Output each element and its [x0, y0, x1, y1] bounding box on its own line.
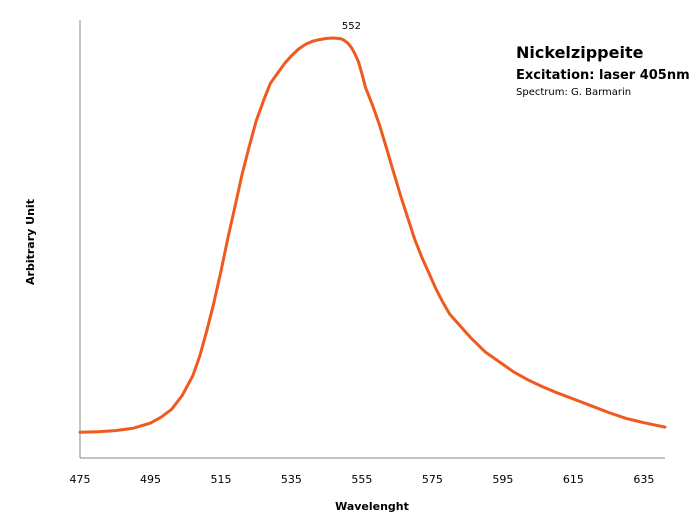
x-tick-label: 615	[563, 473, 584, 486]
y-axis-label: Arbitrary Unit	[24, 199, 37, 285]
x-tick-label: 475	[70, 473, 91, 486]
x-tick-labels: 475 495 515 535 555 575 595 615 635	[70, 473, 655, 486]
x-tick-label: 595	[492, 473, 513, 486]
spectrum-credit: Spectrum: G. Barmarin	[516, 87, 631, 98]
chart-title: Nickelzippeite	[516, 43, 644, 62]
x-tick-label: 635	[633, 473, 654, 486]
x-axis-label: Wavelenght	[335, 500, 409, 513]
x-tick-label: 555	[351, 473, 372, 486]
chart-subtitle: Excitation: laser 405nm	[516, 68, 690, 83]
x-tick-label: 575	[422, 473, 443, 486]
x-tick-label: 535	[281, 473, 302, 486]
emission-spectrum-line	[78, 36, 667, 434]
peak-label: 552	[342, 21, 361, 32]
x-tick-label: 495	[140, 473, 161, 486]
x-tick-label: 515	[211, 473, 232, 486]
